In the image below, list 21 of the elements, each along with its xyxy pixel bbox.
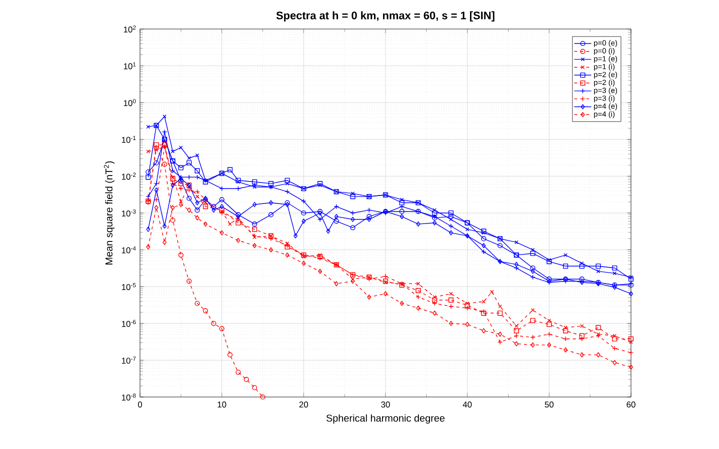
y-tick-label: 10$^{-1}$	[122, 136, 136, 143]
y-tick-label: 10$^{0}$	[124, 99, 136, 106]
x-tick-label: 50	[544, 402, 554, 408]
y-tick-label: 10$^{-4}$	[122, 246, 136, 254]
y-tick-label: 10$^{-6}$	[122, 320, 136, 327]
y-tick-label: 10$^{-5}$	[122, 283, 136, 290]
y-axis-title: Mean square field (nT$^{2}$)	[104, 161, 114, 264]
y-tick-label: 10$^{-3}$	[122, 209, 136, 217]
x-tick-label: 30	[381, 402, 390, 408]
x-tick-label: 0	[138, 402, 142, 408]
y-tick-label: 10$^{-2}$	[122, 172, 136, 180]
x-tick-label: 20	[299, 402, 308, 408]
x-axis-title: Spherical harmonic degree	[326, 414, 445, 424]
x-tick-label: 40	[462, 402, 472, 408]
y-tick-label: 10$^{-7}$	[122, 356, 136, 364]
x-tick-label: 10	[218, 402, 226, 408]
chart-title: Spectra at h = 0 km, nmax = 60, s = 1 [SIN]	[276, 11, 494, 22]
y-tick-label: 10$^{1}$	[124, 62, 136, 70]
x-tick-label: 60	[626, 402, 636, 408]
y-tick-label: 10$^{2}$	[124, 25, 136, 33]
y-tick-label: 10$^{-8}$	[122, 393, 136, 401]
